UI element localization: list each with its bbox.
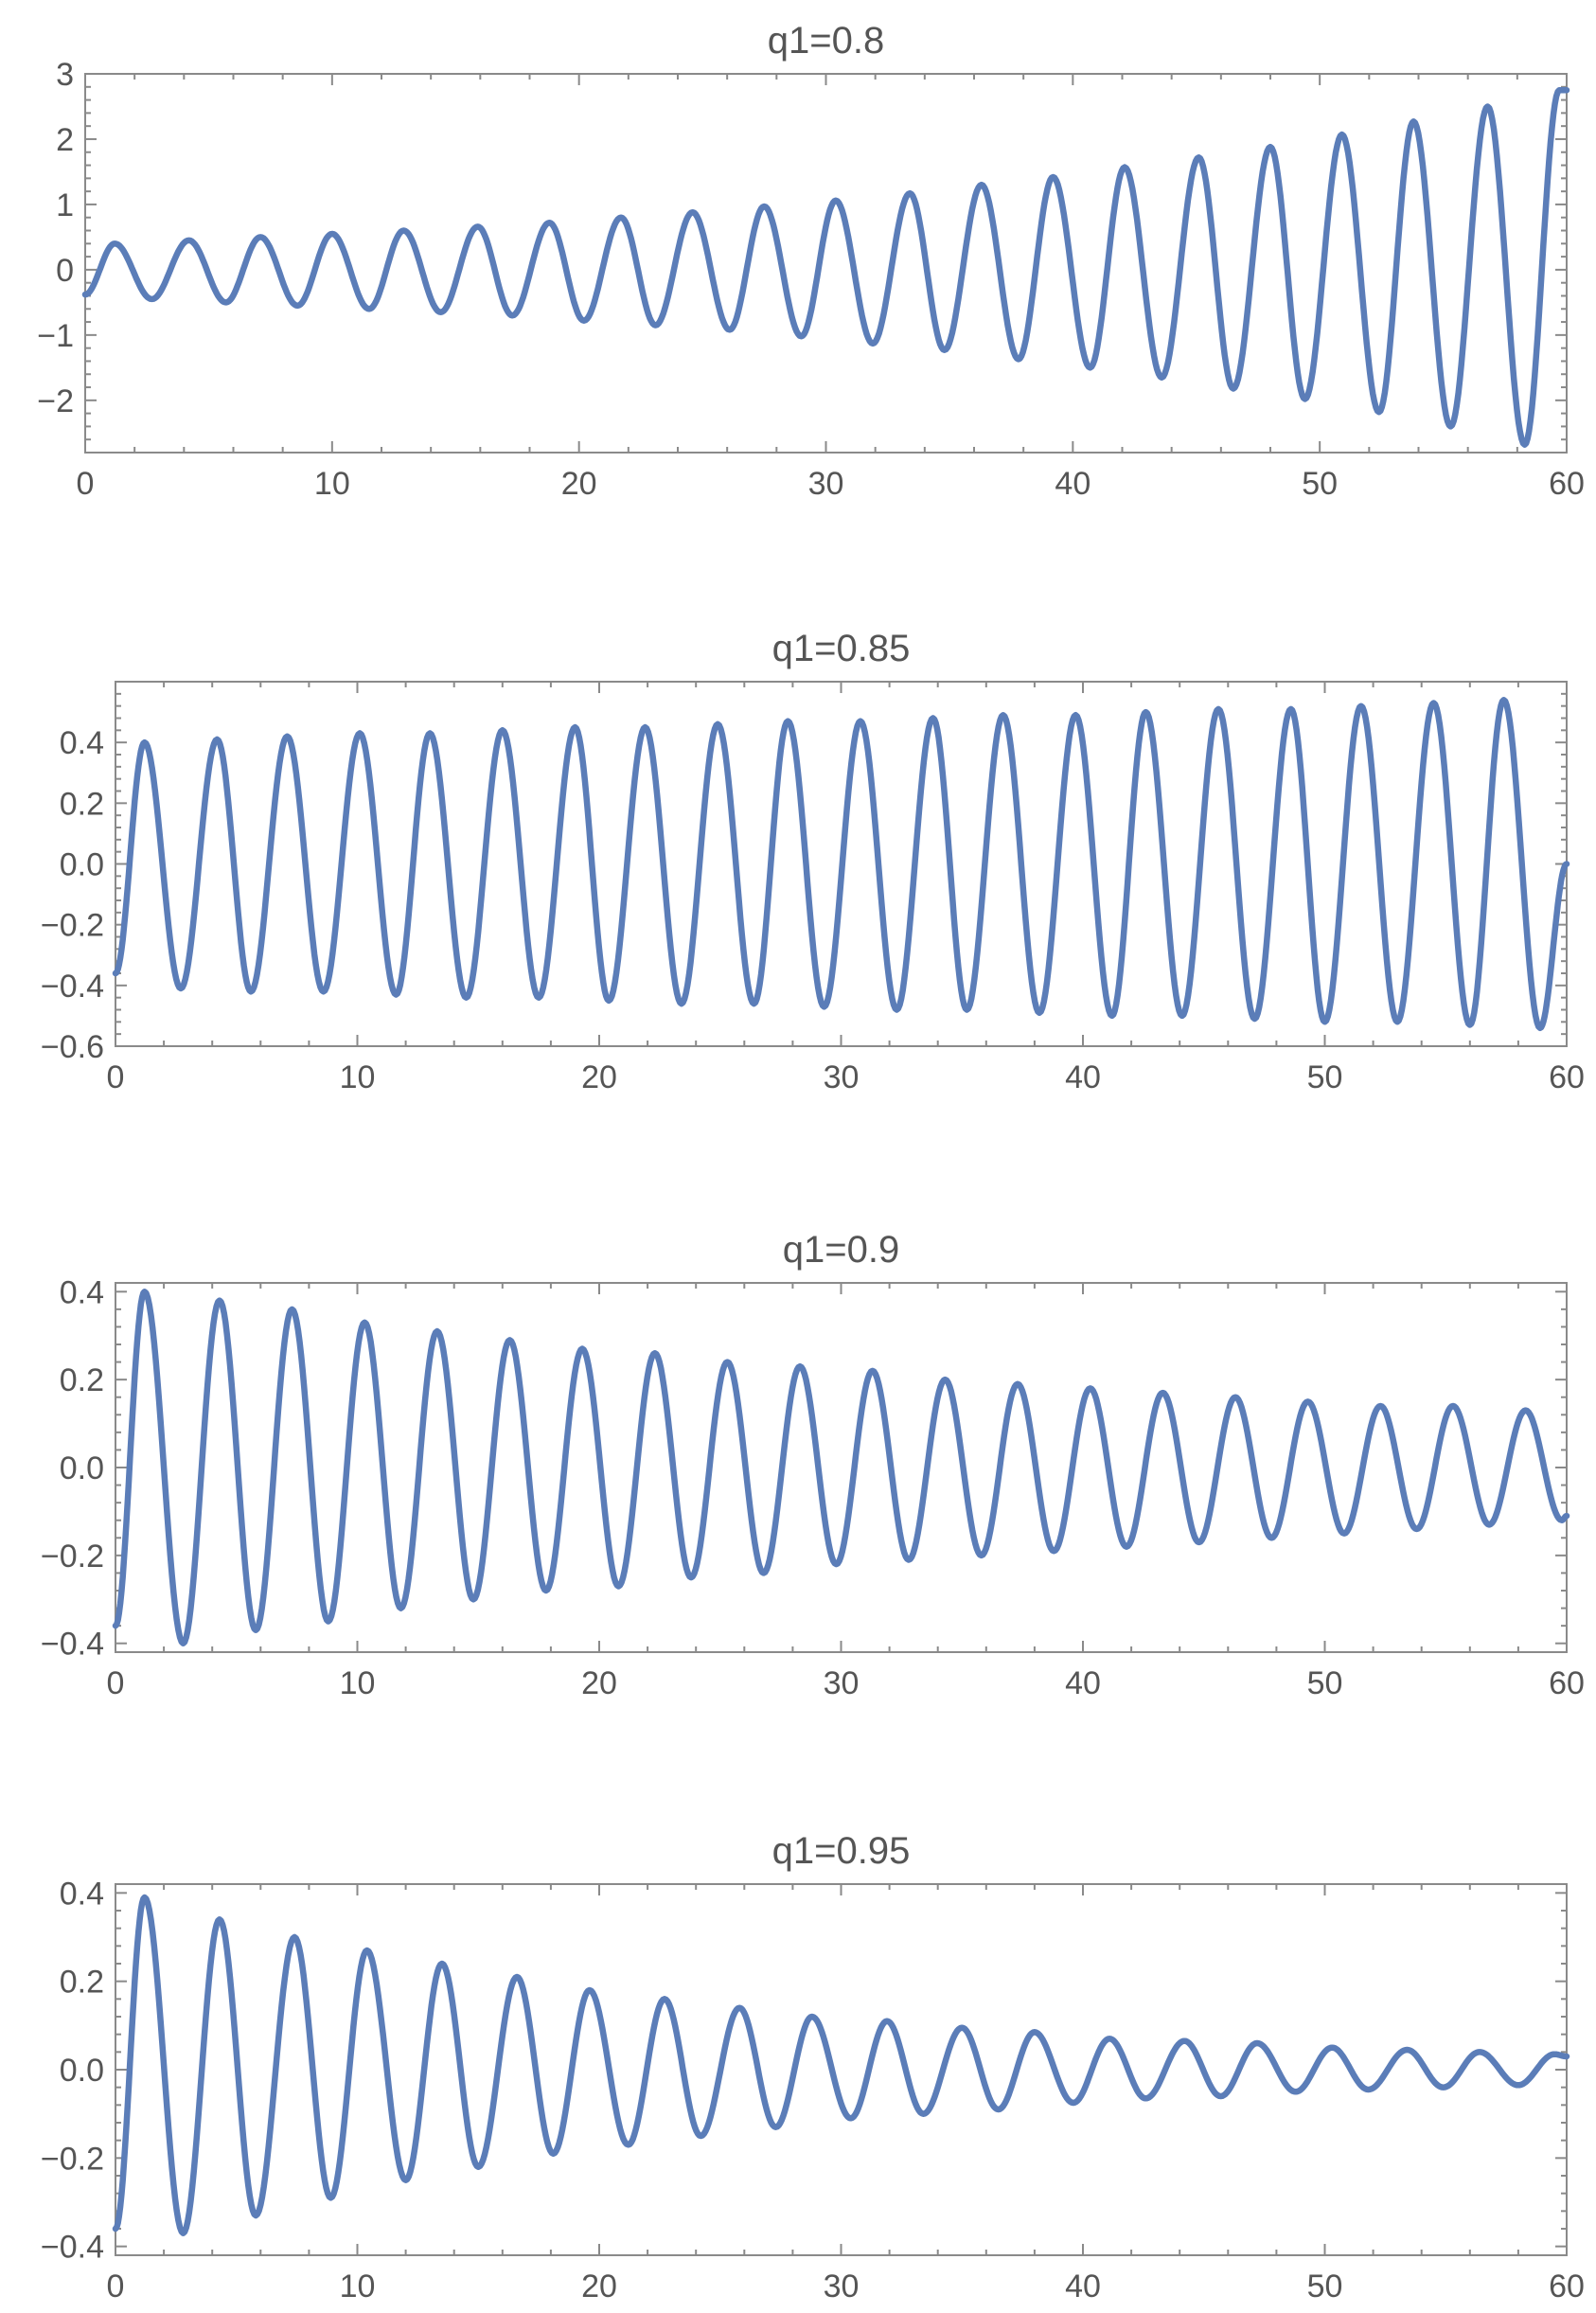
x-tick-label: 20 [581, 2269, 617, 2304]
x-tick-label: 60 [1549, 1059, 1585, 1095]
x-tick-label: 40 [1055, 466, 1091, 502]
x-tick-label: 50 [1307, 2269, 1343, 2304]
x-tick-label: 0 [107, 1665, 125, 1701]
x-tick-label: 60 [1549, 1665, 1585, 1701]
x-tick-label: 20 [581, 1059, 617, 1095]
x-tick-label: 30 [824, 1059, 860, 1095]
x-tick-label: 0 [77, 466, 95, 502]
y-tick-label: 0.0 [60, 2053, 104, 2089]
x-tick-label: 40 [1065, 1665, 1101, 1701]
y-tick-label: 0.0 [60, 847, 104, 883]
series-line [81, 86, 1570, 448]
y-tick-label: −0.6 [41, 1029, 104, 1065]
x-tick-label: 50 [1307, 1665, 1343, 1701]
y-tick-label: −0.4 [41, 969, 104, 1005]
x-tick-label: 60 [1549, 466, 1585, 502]
x-tick-label: 0 [107, 2269, 125, 2304]
x-tick-label: 10 [340, 1665, 376, 1701]
x-tick-label: 10 [314, 466, 350, 502]
series-line [112, 1894, 1570, 2236]
plot-panel-3: q1=0.9 0 10 20 30 40 50 60 −0.4 −0.2 0.0 0.2 0.4 [41, 1229, 1585, 1701]
y-tick-label: 0.0 [60, 1450, 104, 1486]
y-tick-label: −1 [37, 318, 74, 354]
y-tick-label: −0.4 [41, 1627, 104, 1663]
plot-title: q1=0.95 [772, 1830, 911, 1872]
y-tick-label: 1 [56, 187, 74, 223]
x-tick-label: 60 [1549, 2269, 1585, 2304]
x-tick-label: 30 [808, 466, 844, 502]
plot-title: q1=0.85 [772, 628, 911, 669]
y-tick-label: 0.2 [60, 1362, 104, 1398]
y-tick-label: 2 [56, 122, 74, 158]
y-tick-label: 0.2 [60, 786, 104, 822]
plot-panel-1: q1=0.8 0 10 20 30 40 50 60 −2 −1 0 1 2 3 [37, 20, 1585, 502]
x-tick-label: 50 [1307, 1059, 1343, 1095]
x-tick-label: 30 [824, 1665, 860, 1701]
plot-title: q1=0.8 [768, 20, 884, 62]
x-tick-label: 40 [1065, 2269, 1101, 2304]
y-tick-label: 0.4 [60, 1876, 104, 1912]
y-tick-label: −0.2 [41, 2141, 104, 2177]
x-tick-label: 10 [340, 2269, 376, 2304]
x-tick-label: 30 [824, 2269, 860, 2304]
series-line [112, 697, 1570, 1032]
y-tick-label: 0.4 [60, 725, 104, 761]
y-tick-label: 3 [56, 57, 74, 93]
y-tick-label: −0.2 [41, 1539, 104, 1575]
x-tick-label: 40 [1065, 1059, 1101, 1095]
y-tick-label: −2 [37, 383, 74, 419]
plot-panel-4: q1=0.95 0 10 20 30 40 50 60 −0.4 −0.2 0.0 0.2 0.4 [41, 1830, 1585, 2304]
y-tick-label: 0.4 [60, 1274, 104, 1310]
y-tick-label: 0.2 [60, 1965, 104, 2001]
x-tick-label: 50 [1302, 466, 1338, 502]
y-tick-label: −0.2 [41, 908, 104, 944]
plot-title: q1=0.9 [783, 1229, 899, 1271]
series-line [112, 1289, 1570, 1646]
plot-frame [84, 73, 1568, 454]
x-tick-label: 20 [581, 1665, 617, 1701]
x-tick-label: 10 [340, 1059, 376, 1095]
x-tick-label: 20 [561, 466, 597, 502]
x-tick-label: 0 [107, 1059, 125, 1095]
y-tick-label: −0.4 [41, 2230, 104, 2266]
y-tick-label: 0 [56, 253, 74, 289]
plot-panel-2: q1=0.85 0 10 20 30 40 50 60 −0.6 −0.4 −0.2 0.0 0.2 0… [41, 628, 1585, 1095]
